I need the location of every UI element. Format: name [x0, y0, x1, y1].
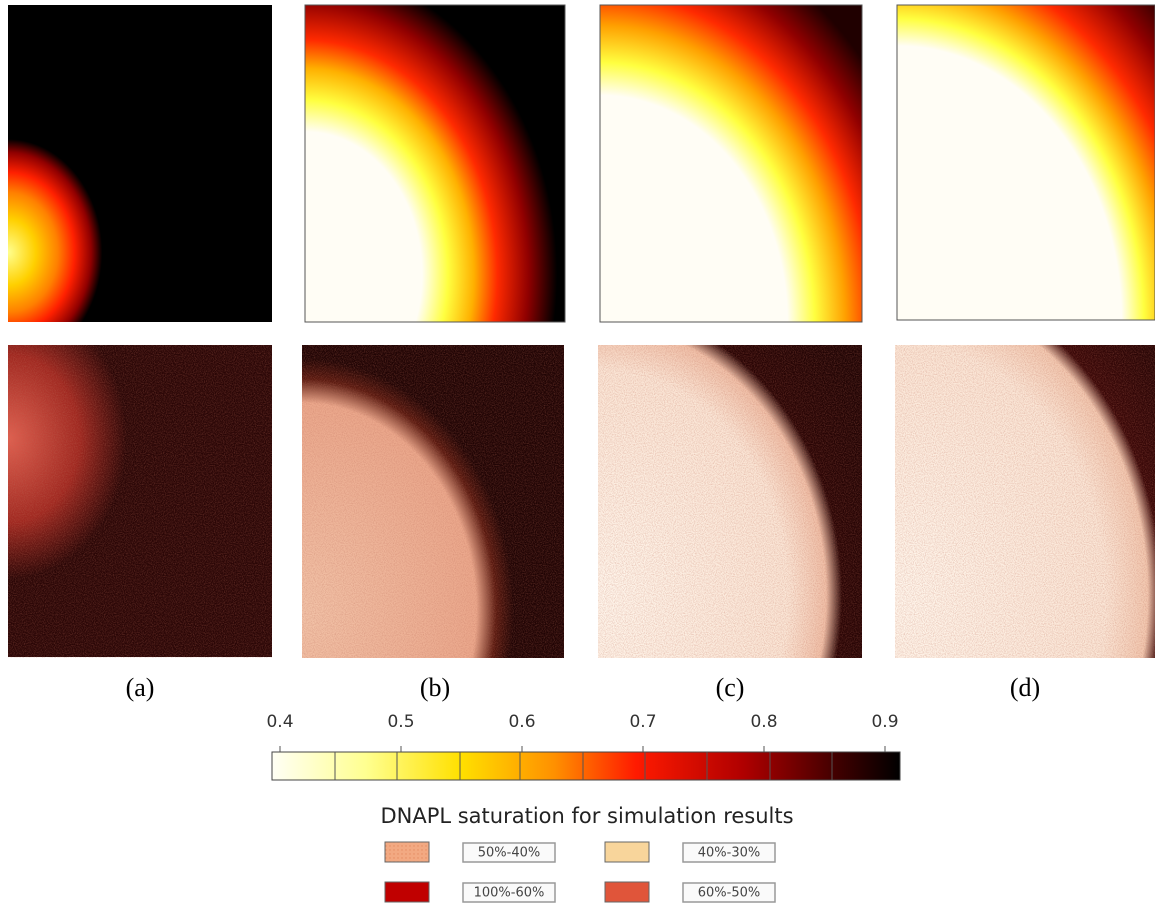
legend-swatch — [385, 882, 429, 902]
experiment-row — [8, 340, 1155, 660]
page: {"panels": [{"label": "(a)"}, {"label": … — [0, 0, 1155, 909]
panel-label: (c) — [716, 673, 745, 702]
legend-label: 50%-40% — [478, 846, 540, 861]
figure: (a) (b) (c) (d) 0.4 0.5 0.6 0.7 0.8 0.9 DNAPL sa… — [0, 0, 1155, 909]
legend: 50%-40% 40%-30% 100%-60% 60%-50% — [385, 842, 775, 902]
colorbar-tick-label: 0.6 — [508, 712, 535, 732]
colorbar-tick-label: 0.5 — [387, 712, 414, 732]
panel-label: (a) — [126, 673, 155, 702]
legend-swatch — [605, 882, 649, 902]
panel-label: (d) — [1010, 673, 1040, 702]
panel-labels: (a) (b) (c) (d) — [126, 673, 1041, 702]
simulation-image — [600, 5, 862, 322]
legend-label: 40%-30% — [698, 846, 760, 861]
simulation-image — [897, 5, 1155, 320]
simulation-image — [8, 5, 272, 322]
colorbar — [272, 752, 900, 780]
colorbar-ticks: 0.4 0.5 0.6 0.7 0.8 0.9 — [266, 712, 898, 752]
colorbar-tick-label: 0.9 — [871, 712, 898, 732]
simulation-image — [305, 5, 565, 322]
legend-swatch — [605, 842, 649, 862]
gap — [862, 340, 895, 660]
colorbar-tick-label: 0.8 — [750, 712, 777, 732]
legend-label: 100%-60% — [474, 886, 545, 901]
legend-label: 60%-50% — [698, 886, 760, 901]
gap — [564, 340, 598, 660]
legend-swatch — [385, 842, 429, 862]
colorbar-tick-label: 0.7 — [629, 712, 656, 732]
panel-label: (b) — [420, 673, 450, 702]
colorbar-tick-label: 0.4 — [266, 712, 293, 732]
simulation-row — [8, 5, 1155, 322]
gap — [272, 340, 302, 660]
legend-title: DNAPL saturation for simulation results — [380, 804, 793, 828]
